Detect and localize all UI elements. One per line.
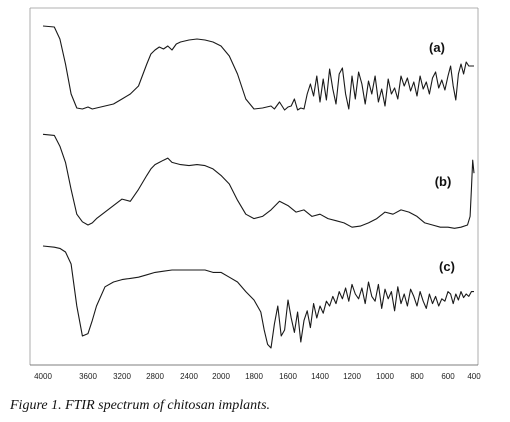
x-tick-label: 1600 [279, 372, 297, 381]
x-tick-label: 3600 [79, 372, 97, 381]
x-tick-label: 1000 [376, 372, 394, 381]
series-label-c: (c) [439, 259, 455, 274]
series-label-a: (a) [429, 40, 445, 55]
x-tick-label: 2000 [212, 372, 230, 381]
x-tick-label: 400 [467, 372, 481, 381]
figure-caption: Figure 1. FTIR spectrum of chitosan impl… [10, 398, 271, 413]
x-tick-label: 1800 [245, 372, 263, 381]
x-tick-label: 1400 [311, 372, 329, 381]
plot-frame [29, 7, 479, 366]
x-tick-label: 2400 [180, 372, 198, 381]
x-tick-label: 2800 [146, 372, 164, 381]
spectrum-line-c [42, 245, 474, 349]
spectrum-line-b [42, 133, 475, 229]
x-tick-labels: 4000 3600 3200 2800 2400 2000 1800 1600 1400 1200… [34, 372, 481, 381]
series-label-b: (b) [435, 174, 452, 189]
spectrum-line-a [42, 25, 474, 111]
x-tick-label: 600 [441, 372, 455, 381]
x-tick-label: 3200 [113, 372, 131, 381]
x-tick-label: 800 [410, 372, 424, 381]
x-tick-label: 4000 [34, 372, 52, 381]
spectrum-traces [42, 25, 475, 349]
x-tick-label: 1200 [343, 372, 361, 381]
series-labels: (a) (b) (c) [429, 40, 455, 274]
